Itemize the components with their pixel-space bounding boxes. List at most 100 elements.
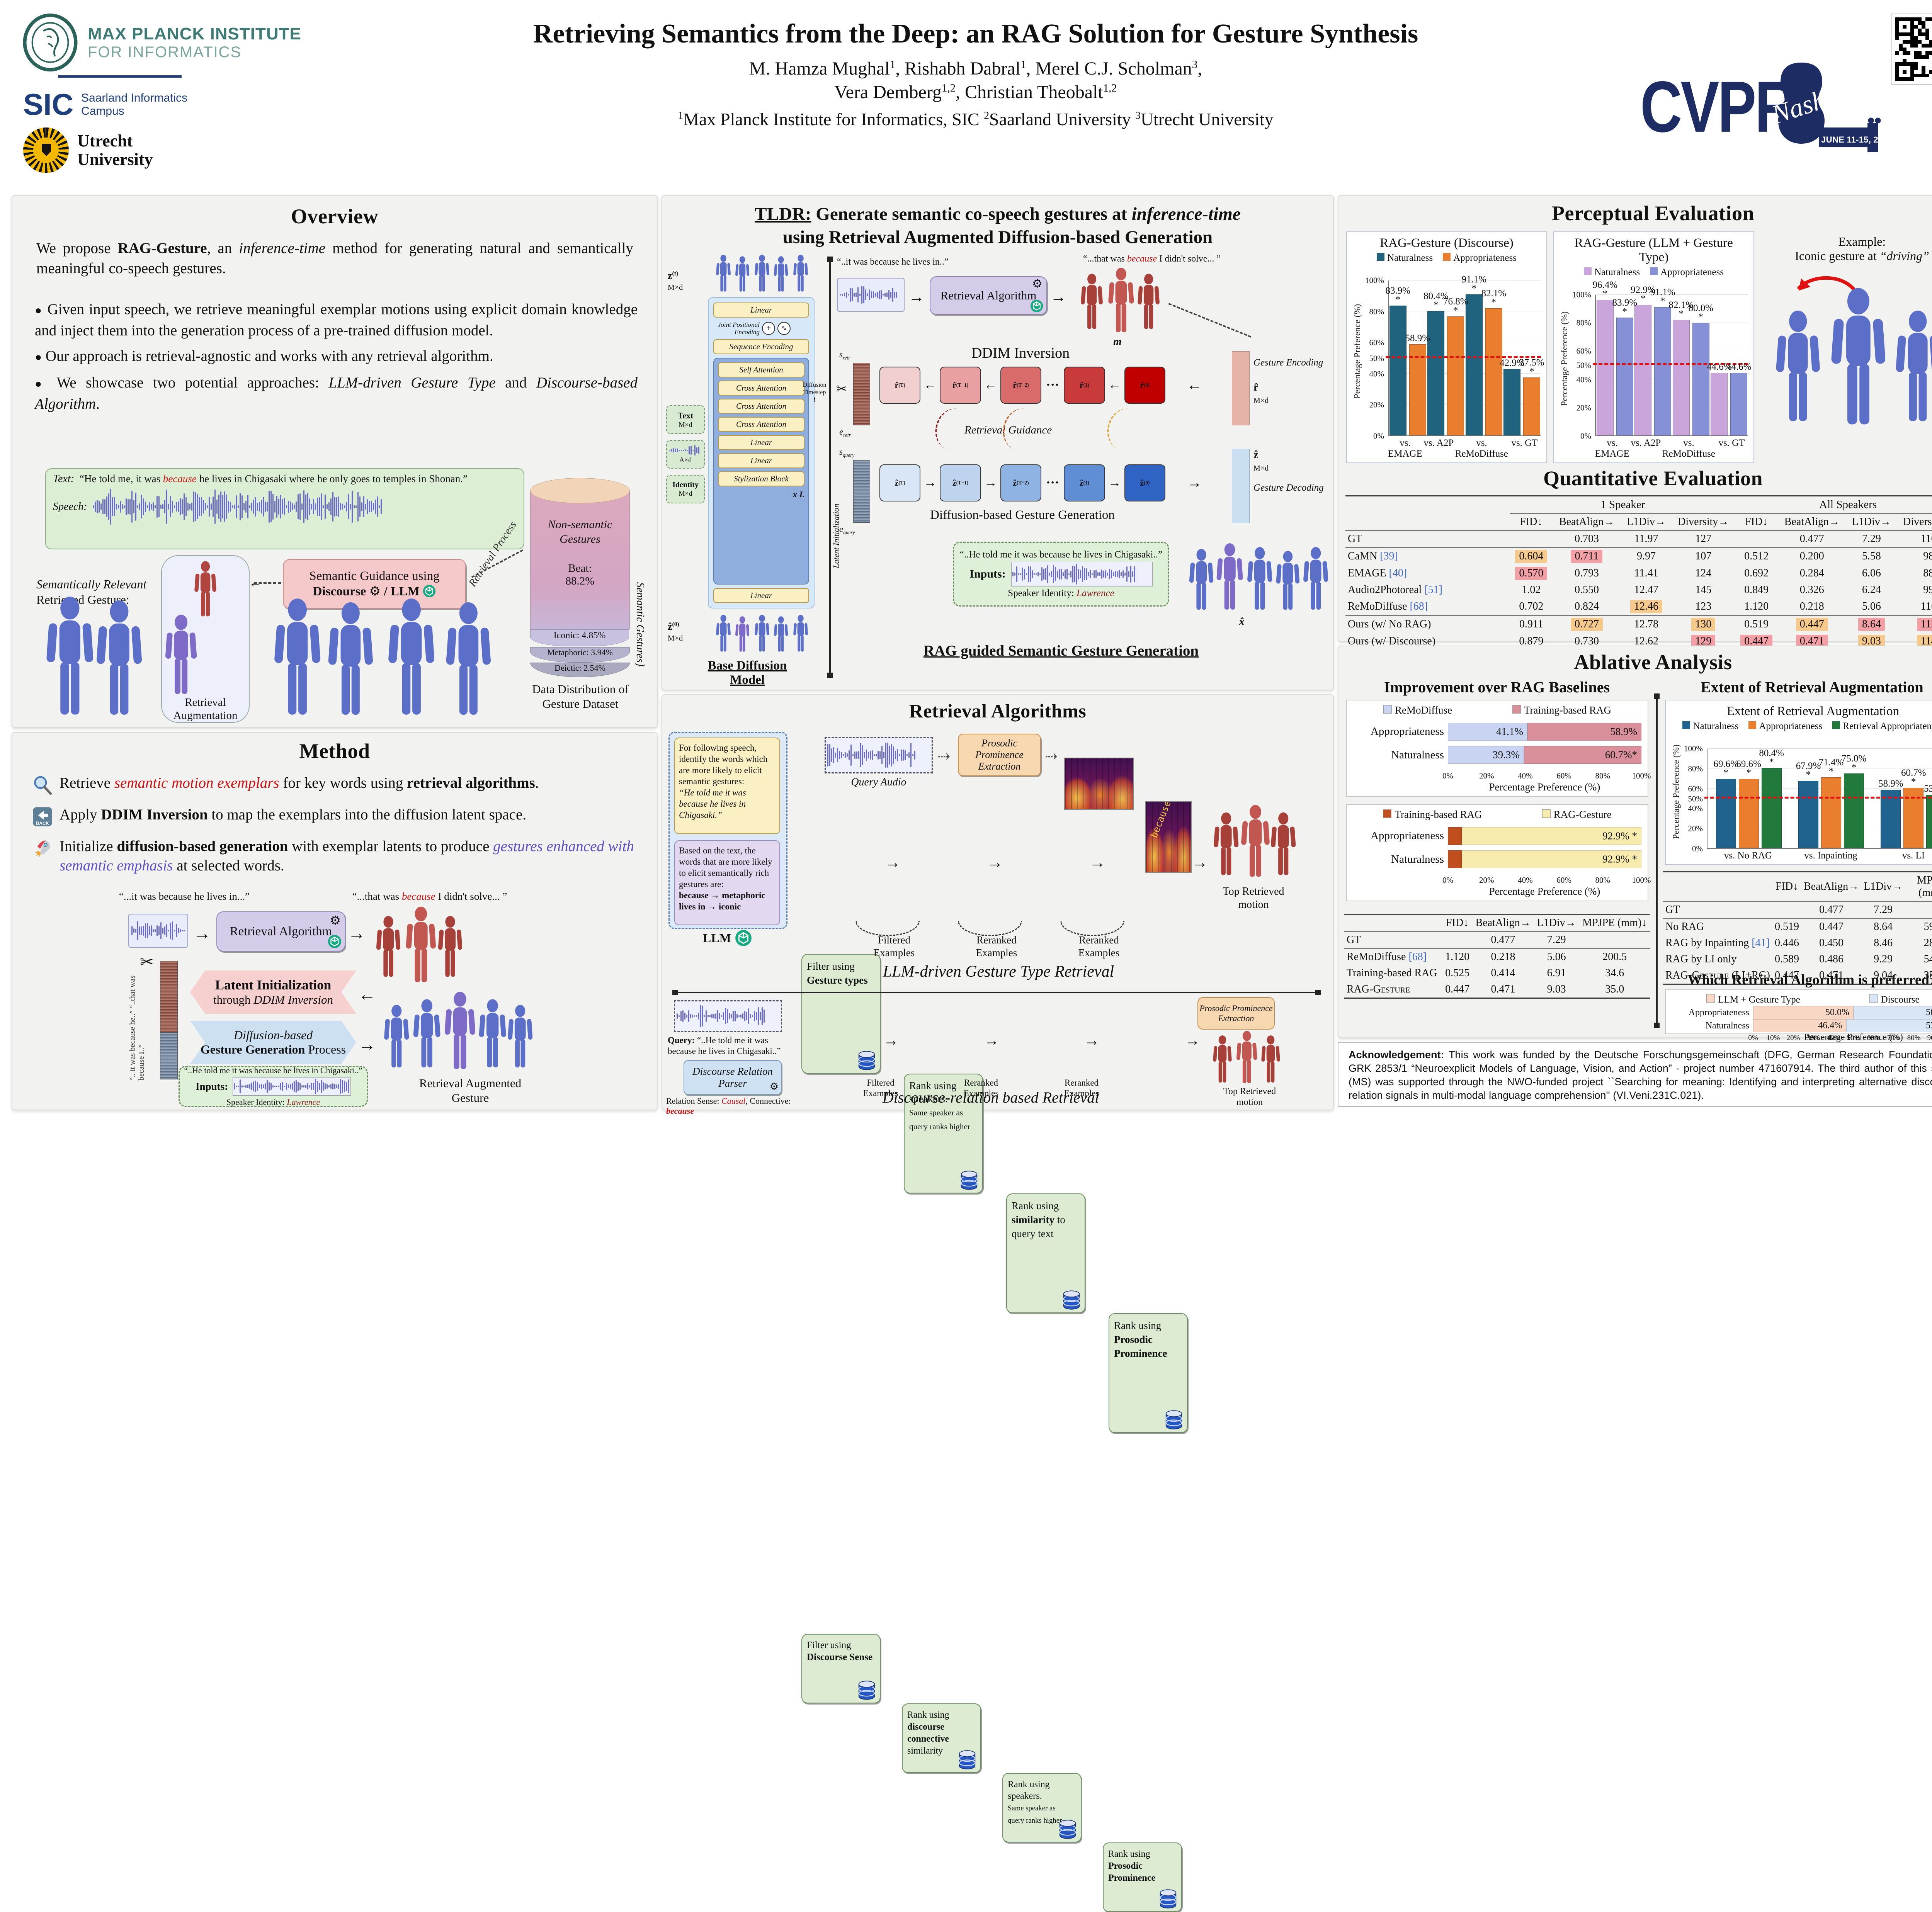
discourse-retrieval-caption: Discourse-relation based Retrieval bbox=[882, 1089, 1099, 1106]
table-row: EMAGE [40] 0.570 0.793 11.41 124 0.692 0.284 6.… bbox=[1348, 567, 1932, 580]
bar: 69.6% * bbox=[1713, 749, 1738, 848]
latent-initialization-label: Latent Initialization bbox=[832, 503, 841, 568]
sic-logo: SIC Saarland Informatics Campus bbox=[23, 87, 187, 122]
column-header: FID↓ bbox=[1510, 513, 1553, 531]
rank-prominence-box: Rank using Prosodic Prominence bbox=[1103, 1842, 1182, 1912]
ddim-title: DDIM Inversion bbox=[971, 345, 1070, 361]
sic-caption-2: Campus bbox=[81, 104, 124, 117]
e-query-label: equery bbox=[839, 524, 855, 535]
chart-legend: ReMoDiffuse Training-based RAG bbox=[1353, 704, 1641, 717]
overview-bullet: ● Our approach is retrieval-agnostic and… bbox=[35, 348, 493, 364]
method-step-3: Initialize diffusion-based generation wi… bbox=[32, 837, 639, 875]
authors-line2: Vera Demberg1,2, Christian Theobalt1,2 bbox=[834, 82, 1117, 102]
retrieved-motion-figure bbox=[403, 905, 439, 984]
bar: 91.1% * bbox=[1461, 275, 1486, 435]
tldr-line1: TLDR: Generate semantic co-speech gestur… bbox=[755, 204, 1241, 224]
retrieved-m-figure bbox=[1135, 272, 1162, 330]
stylization-block: Stylization Block bbox=[718, 471, 804, 486]
ablative-divider bbox=[1654, 693, 1660, 1028]
bar: 82.1% * bbox=[1481, 280, 1506, 435]
column-header: L1Div→ bbox=[1621, 513, 1672, 531]
legend-item: Retrieval Appropriateness bbox=[1832, 721, 1932, 732]
perceptual-heading: Perceptual Evaluation bbox=[1551, 202, 1754, 225]
authors-line1: M. Hamza Mughal1, Rishabh Dabral1, Merel… bbox=[749, 58, 1202, 79]
retrieval-algorithms-heading: Retrieval Algorithms bbox=[909, 700, 1087, 722]
poster-root: { "colors":{ "accent_red":"#CC1111","acc… bbox=[12, 14, 1932, 1912]
speaker-name: Lawrence bbox=[287, 1097, 320, 1107]
ablation-table-grid: FID↓BeatAlign→L1Div→MPJPE (mm)↓ GT0.4777… bbox=[1663, 871, 1932, 985]
output-figure bbox=[1245, 546, 1275, 611]
rag-inputs-box: “..He told me it was because he lives in… bbox=[953, 542, 1169, 607]
overview-bullets: ● Given input speech, we retrieve meanin… bbox=[35, 299, 638, 414]
base-diffusion-model: z(t) M×d Linear Joint Positional Encoding… bbox=[666, 254, 828, 687]
acknowledgement-label: Acknowledgement: bbox=[1349, 1049, 1444, 1061]
guidance-arc bbox=[1103, 404, 1148, 455]
bar-row: Naturalness 39.3% 60.7%* bbox=[1353, 746, 1641, 764]
plot-area: 69.6% * 69.6% * 80.4% * 67.9% * 71.4% * 75.0% * 58.9… bbox=[1704, 748, 1932, 849]
output-motion-figure bbox=[714, 614, 732, 653]
tldr-line2: using Retrieval Augmented Diffusion-base… bbox=[782, 227, 1213, 247]
retrieved-motion-figure bbox=[435, 914, 465, 978]
mpi-name: MAX PLANCK INSTITUTE bbox=[88, 24, 301, 43]
svg-text:JUNE 11-15, 2025: JUNE 11-15, 2025 bbox=[1821, 135, 1884, 144]
legend-item: Appropriateness bbox=[1748, 721, 1822, 732]
cyl-beat-pct: 88.2% bbox=[565, 575, 595, 587]
retr-latent-texture bbox=[853, 363, 870, 425]
overview-intro: We propose RAG-Gesture, an inference-tim… bbox=[36, 240, 633, 277]
gesture-figure bbox=[92, 598, 147, 717]
perceptual-chart-llm: RAG-Gesture (LLM + Gesture Type) Naturaln… bbox=[1553, 231, 1754, 463]
reranked-examples-label: Reranked Examples bbox=[976, 934, 1017, 959]
spectrogram bbox=[1064, 758, 1134, 810]
method-caption: Retrieval Augmented bbox=[419, 1076, 522, 1090]
bar: 80.0% * bbox=[1688, 295, 1713, 435]
output-motion-figure bbox=[792, 614, 810, 653]
svg-text:BACK: BACK bbox=[36, 821, 49, 826]
bar: 69.6% * bbox=[1736, 749, 1761, 848]
audio-input-chip: A×d bbox=[666, 440, 705, 469]
input-motion-figure bbox=[734, 255, 751, 292]
relation-sense-line: Relation Sense: Causal, Connective: beca… bbox=[666, 1096, 791, 1116]
stacked-bar-chart: Training-based RAG RAG-Gesture Appropriate… bbox=[1346, 804, 1651, 901]
column-header: BeatAlign→ bbox=[1472, 914, 1534, 932]
column-header: Diversity→ bbox=[1671, 513, 1736, 531]
stacked-bar-chart: ReMoDiffuse Training-based RAG Appropriate… bbox=[1346, 700, 1651, 797]
ablation-table-extent: FID↓BeatAlign→L1Div→MPJPE (mm)↓ GT0.4777… bbox=[1663, 871, 1932, 985]
cvpr-logo: CVPR Nashville JUNE 11-15, 2025 bbox=[1640, 58, 1891, 174]
column-header: BeatAlign→ bbox=[1777, 513, 1847, 531]
base-model-caption: Base Diffusion Model bbox=[707, 659, 787, 687]
inputs-box: “..He told me it was because he lives in… bbox=[179, 1066, 368, 1107]
reranked-examples-label: Reranked Examples bbox=[1064, 1078, 1099, 1098]
x-axis-ticks: 0% 20% 40% 60% 80% 100% bbox=[1442, 771, 1651, 780]
speech-waveform bbox=[92, 488, 510, 525]
legend-item: RAG-Gesture bbox=[1542, 809, 1612, 821]
speech-quote: “He told me, it was because he lives in … bbox=[79, 473, 468, 484]
output-motion-figure bbox=[772, 615, 789, 653]
database-icon bbox=[957, 1750, 977, 1770]
y-axis-label: Percentage Preference (%) bbox=[1560, 311, 1569, 406]
bar: 71.4% * bbox=[1819, 749, 1844, 848]
database-icon bbox=[1164, 1410, 1184, 1430]
sequence-encoding-block: Sequence Encoding bbox=[713, 339, 809, 354]
quantitative-heading: Quantitative Evaluation bbox=[1543, 467, 1763, 490]
fifty-percent-reference-line bbox=[1704, 796, 1932, 799]
guidance-arc bbox=[998, 404, 1044, 455]
z-t-label: z(t) bbox=[668, 270, 679, 281]
inputs-waveform bbox=[233, 1077, 351, 1096]
linear-block: Linear bbox=[718, 435, 804, 450]
latent-step: ẑ (T−2) bbox=[1000, 464, 1042, 501]
latent-initialization-box: Latent Initialization through DDIM Inver… bbox=[190, 970, 356, 1014]
cyl-iconic: Iconic: 4.85% bbox=[553, 631, 606, 641]
table-row: Training-based RAG 0.525 0.414 6.91 34.6 bbox=[1347, 967, 1624, 979]
retrieved-gesture-figure-purple bbox=[162, 613, 249, 696]
ablation-table-rag-baselines: FID↓ BeatAlign→ L1Div→ MPJPE (mm)↓ GT 0.477 7… bbox=[1344, 914, 1650, 999]
speaker-label: Speaker Identity: bbox=[226, 1097, 285, 1107]
output-figure bbox=[1187, 547, 1216, 611]
overview-bullet: ● Given input speech, we retrieve meanin… bbox=[35, 301, 638, 339]
mpi-logo: MAX PLANCK INSTITUTE FOR INFORMATICS bbox=[21, 14, 301, 71]
llm-response-bubble: Based on the text, the words that are mo… bbox=[674, 840, 780, 925]
bar-row: Naturalness7.1%92.9% * bbox=[1353, 850, 1641, 868]
